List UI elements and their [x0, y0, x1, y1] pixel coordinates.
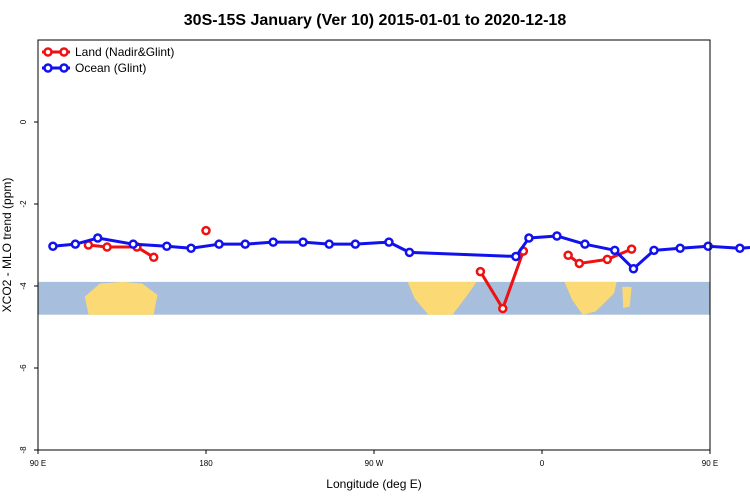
data-point: [675, 243, 685, 254]
south-america-land: [407, 281, 477, 315]
data-point: [70, 239, 81, 249]
legend-marker: [43, 47, 53, 57]
data-point: [102, 242, 112, 252]
x-tick-label: 90 W: [365, 459, 384, 468]
y-axis-label: XCO2 - MLO trend (ppm): [0, 178, 14, 313]
data-point: [498, 303, 508, 314]
legend-marker: [59, 47, 69, 57]
data-point: [350, 239, 361, 249]
data-point: [475, 266, 486, 277]
legend-item: Land (Nadir&Glint): [42, 45, 174, 59]
data-point: [649, 245, 659, 256]
data-point: [148, 252, 159, 263]
data-point: [404, 247, 415, 258]
data-point: [610, 245, 620, 256]
australia-land: [84, 281, 158, 315]
data-point: [162, 241, 172, 251]
legend-label: Land (Nadir&Glint): [75, 45, 174, 59]
data-point: [511, 251, 521, 262]
data-point: [384, 237, 394, 247]
data-point: [602, 254, 613, 265]
x-tick-label: 90 E: [30, 459, 46, 468]
data-point: [48, 241, 58, 251]
series-ocean: [48, 231, 750, 274]
x-tick-label: 90 E: [702, 459, 718, 468]
y-tick-label: -6: [19, 364, 28, 372]
data-point: [298, 237, 308, 247]
data-point: [201, 225, 211, 236]
data-point: [240, 239, 250, 249]
legend-marker: [43, 63, 53, 73]
data-point: [703, 241, 713, 251]
data-point: [735, 243, 745, 254]
x-tick-label: 0: [540, 459, 545, 468]
data-point: [563, 250, 573, 260]
series-line-segment: [88, 243, 155, 259]
data-point: [128, 239, 138, 249]
world-map-band: [38, 281, 710, 315]
y-tick-label: -8: [19, 446, 28, 454]
legend-item: Ocean (Glint): [42, 61, 146, 75]
y-axis: 0 -2 -4 -6 -8: [19, 119, 38, 454]
y-tick-label: -4: [19, 282, 28, 290]
data-point: [626, 244, 637, 254]
legend-label: Ocean (Glint): [75, 61, 146, 75]
x-axis-label: Longitude (deg E): [326, 477, 421, 491]
madagascar-land: [622, 286, 632, 309]
data-point: [524, 233, 534, 243]
data-point: [214, 239, 224, 249]
series-layer: [48, 225, 750, 314]
data-point: [268, 237, 278, 247]
data-point: [324, 239, 334, 249]
y-tick-label: -2: [19, 200, 28, 208]
data-point: [92, 233, 103, 243]
legend-marker: [59, 63, 69, 73]
x-tick-label: 180: [199, 459, 213, 468]
chart-title: 30S-15S January (Ver 10) 2015-01-01 to 2…: [184, 12, 567, 29]
series-line-segment: [52, 234, 750, 271]
y-tick-label: 0: [19, 119, 28, 124]
data-point: [628, 264, 639, 274]
data-point: [552, 231, 562, 241]
data-point: [580, 239, 590, 249]
africa-land: [564, 281, 617, 315]
data-point: [574, 258, 585, 269]
legend: Land (Nadir&Glint) Ocean (Glint): [42, 45, 174, 75]
x-axis: 90 E 180 90 W 0 90 E: [30, 450, 718, 468]
data-point: [186, 243, 196, 254]
